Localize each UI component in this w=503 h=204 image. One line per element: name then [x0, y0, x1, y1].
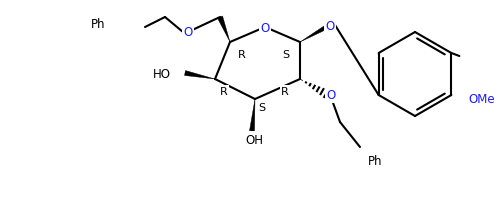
Text: O: O	[261, 21, 270, 34]
Text: O: O	[325, 19, 334, 32]
Text: Ph: Ph	[368, 155, 382, 168]
Text: R: R	[238, 50, 246, 60]
Polygon shape	[249, 100, 255, 132]
Text: R: R	[220, 86, 228, 96]
Text: HO: HO	[153, 67, 171, 80]
Text: OH: OH	[245, 133, 263, 146]
Polygon shape	[300, 24, 331, 43]
Polygon shape	[217, 17, 230, 43]
Text: R: R	[281, 86, 289, 96]
Text: O: O	[326, 89, 336, 102]
Text: Ph: Ph	[91, 18, 105, 31]
Text: S: S	[259, 102, 266, 112]
Text: S: S	[283, 50, 290, 60]
Text: O: O	[184, 26, 193, 39]
Polygon shape	[185, 71, 215, 80]
Text: OMe: OMe	[469, 93, 495, 106]
